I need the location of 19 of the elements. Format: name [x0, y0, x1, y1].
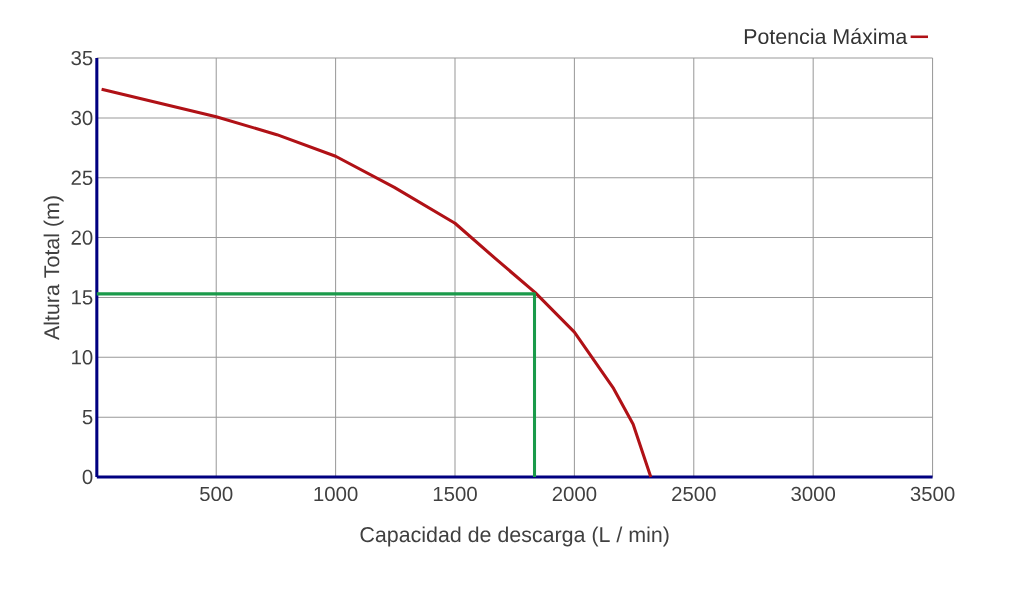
y-tick-label: 20: [71, 230, 93, 245]
legend-label: Potencia Máxima: [744, 28, 908, 45]
y-tick-label: 10: [72, 349, 93, 365]
x-tick-label: 3500: [910, 486, 955, 502]
x-tick-label: 2000: [552, 486, 597, 502]
y-tick-label: 5: [82, 409, 93, 425]
x-tick-label: 2500: [672, 486, 716, 502]
x-tick-label: 500: [200, 486, 233, 502]
x-axis-title: Capacidad de descarga (L / min): [360, 526, 669, 547]
y-tick-label: 30: [71, 110, 93, 126]
y-tick-label: 35: [71, 50, 93, 66]
y-axis-title: Altura Total (m): [43, 196, 64, 340]
x-tick-label: 1500: [433, 486, 477, 502]
y-tick-label: 15: [72, 290, 93, 305]
x-tick-label: 3000: [791, 486, 836, 502]
line-series: [100, 87, 653, 479]
x-tick-label: 1000: [314, 486, 358, 502]
y-tick-label: 0: [82, 469, 93, 485]
y-tick-label: 25: [71, 170, 93, 185]
